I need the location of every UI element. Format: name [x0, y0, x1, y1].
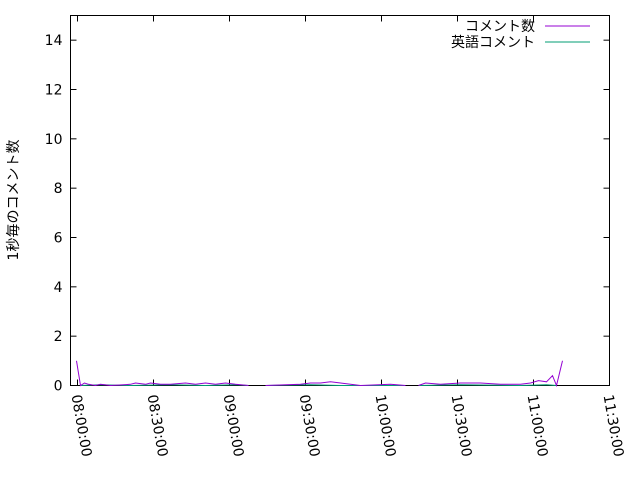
y-tick-label: 4: [54, 280, 63, 296]
y-axis-label: 1秒毎のコメント数: [6, 140, 22, 261]
x-tick-label: 11:00:00: [524, 393, 551, 458]
y-tick-label: 8: [54, 181, 63, 197]
legend-label: コメント数: [465, 19, 535, 35]
y-tick-label: 6: [54, 231, 63, 247]
x-tick-label: 08:00:00: [68, 393, 95, 458]
y-tick-label: 10: [45, 132, 63, 148]
series-line-1: [80, 384, 557, 387]
y-tick-label: 2: [54, 329, 63, 345]
series-line-0: [76, 360, 563, 388]
x-tick-label: 09:00:00: [220, 393, 247, 458]
y-tick-label: 0: [54, 379, 63, 395]
legend-label: 英語コメント: [451, 34, 535, 51]
x-tick-label: 10:00:00: [372, 393, 399, 458]
x-tick-label: 08:30:00: [144, 393, 171, 458]
x-tick-label: 09:30:00: [296, 393, 323, 458]
plot-frame: [70, 15, 610, 386]
x-tick-label: 11:30:00: [600, 393, 627, 458]
y-tick-label: 14: [45, 33, 63, 49]
x-tick-label: 10:30:00: [448, 393, 475, 458]
y-tick-label: 12: [45, 83, 63, 99]
